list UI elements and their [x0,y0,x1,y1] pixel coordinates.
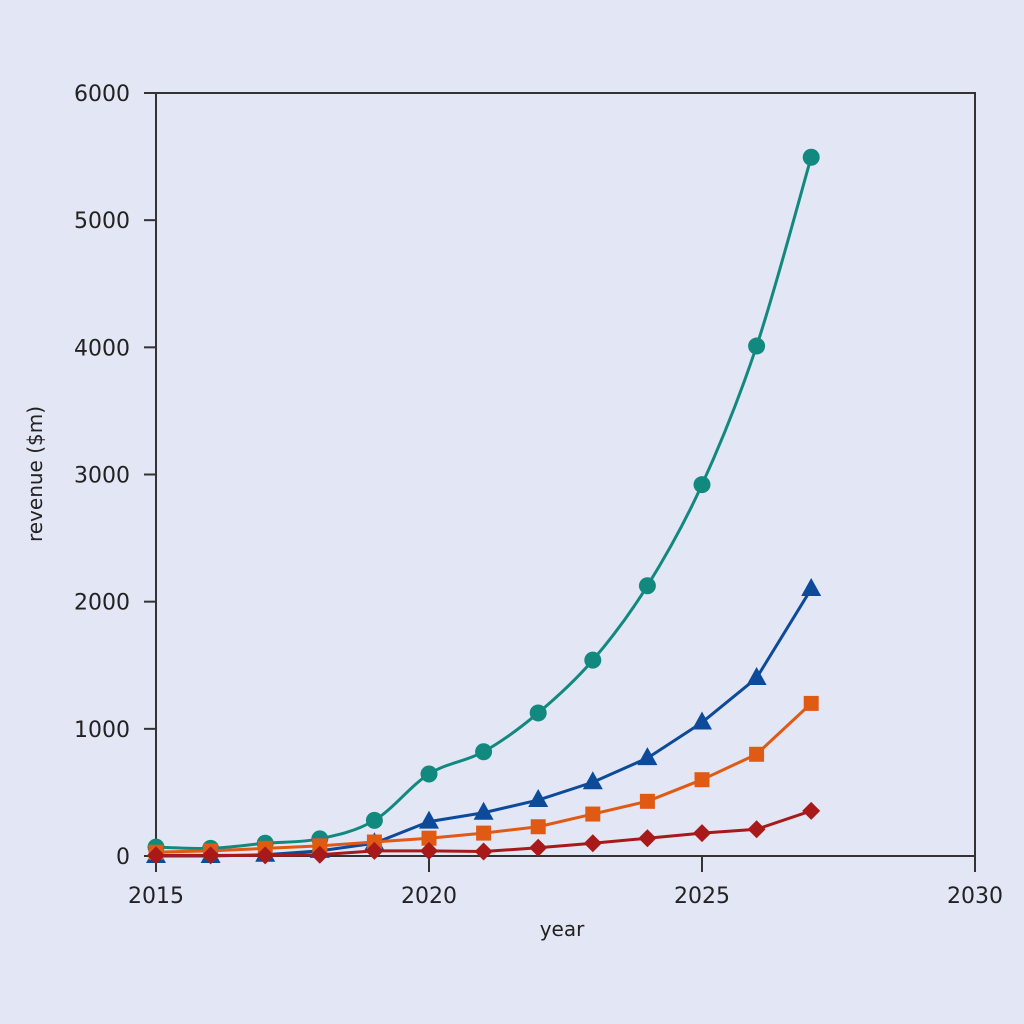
triangle-marker-icon [692,711,712,730]
y-axis-title: revenue ($m) [23,406,47,542]
triangle-marker-icon [528,789,549,808]
circle-marker-icon [584,651,602,669]
diamond-marker-icon [474,842,493,861]
y-tick-label: 4000 [74,336,130,361]
square-marker-icon [694,772,710,788]
square-marker-icon [803,695,819,711]
diamond-marker-icon [256,846,275,865]
triangle-marker-icon [801,577,822,596]
y-tick-label: 1000 [74,718,130,743]
circle-marker-icon [529,704,547,722]
x-axis-title: year [540,917,585,941]
triangle-marker-icon [746,666,767,685]
square-marker-icon [476,825,492,841]
diamond-marker-icon [583,834,602,853]
triangle-marker-icon [637,747,658,766]
y-tick-label: 3000 [74,464,130,489]
circle-marker-icon [365,811,383,829]
square-marker-icon [749,746,765,762]
circle-marker-icon [693,476,711,494]
diamond-marker-icon [365,841,384,860]
diamond-marker-icon [201,846,220,865]
square-marker-icon [530,819,546,835]
plot-frame [155,92,976,857]
series-layer [146,148,822,865]
diamond-marker-icon [310,845,329,864]
y-tick-label: 0 [116,845,130,870]
series-square [148,695,819,860]
x-tick-label: 2015 [128,884,184,909]
diamond-marker-icon [529,838,548,857]
series-circle [147,148,820,857]
triangle-marker-icon [582,771,603,790]
x-axis: 2015 2020 2025 2030 [128,856,1003,909]
y-tick-label: 2000 [74,591,130,616]
circle-marker-icon [638,577,656,595]
diamond-marker-icon [420,841,438,860]
x-tick-label: 2020 [401,884,457,909]
circle-marker-icon [475,743,493,761]
plot-border [155,92,976,857]
x-tick-label: 2030 [947,884,1003,909]
y-tick-label: 6000 [74,82,130,107]
diamond-marker-icon [693,824,711,843]
series-triangle [146,577,822,863]
square-marker-icon [639,793,655,809]
triangle-marker-icon [473,801,494,820]
x-tick-label: 2025 [674,884,730,909]
circle-marker-icon [420,765,438,783]
diamond-marker-icon [638,829,657,848]
y-tick-label: 5000 [74,209,130,234]
diamond-marker-icon [747,820,766,839]
circle-marker-icon [802,148,820,166]
diamond-marker-icon [802,801,821,820]
square-marker-icon [421,830,437,846]
circle-marker-icon [748,337,766,355]
y-axis: 0 1000 2000 3000 4000 5000 6000 [74,82,156,870]
triangle-marker-icon [419,810,439,829]
diamond-marker-icon [147,846,165,865]
square-marker-icon [585,806,601,822]
series-diamond [147,801,821,865]
